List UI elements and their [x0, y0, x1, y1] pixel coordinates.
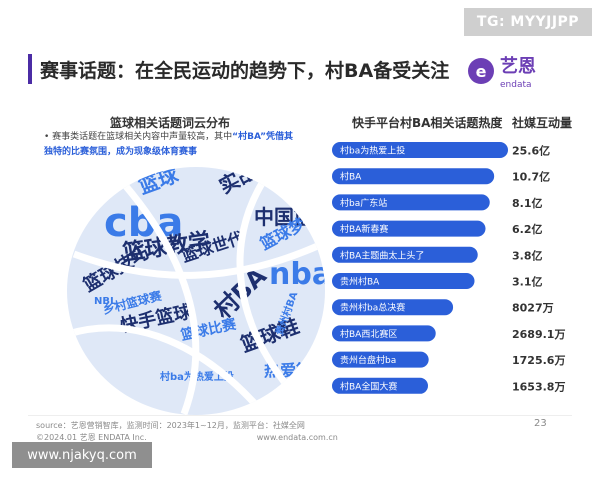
bar-value-label: 8027万: [512, 302, 554, 315]
wordcloud-word: NBL: [94, 296, 117, 307]
bar: [332, 194, 490, 211]
logo-en: endata: [500, 80, 532, 90]
chart-title: 快手平台村BA相关话题热度: [352, 116, 503, 130]
footer-copyright: ©2024.01 艺恩 ENDATA Inc. www.endata.com.cn: [36, 432, 338, 443]
bar: [332, 168, 495, 185]
bar-category-label: 村ba广东站: [340, 197, 387, 209]
bar: [332, 246, 478, 263]
bar-value-label: 3.1亿: [512, 275, 543, 289]
bar: [332, 325, 436, 342]
bar-category-label: 村BA全国大赛: [340, 380, 397, 392]
bar-value-label: 2689.1万: [512, 328, 565, 341]
footer-source: source：艺恩营销智库，监测时间：2023年1~12月，监测平台：社媒全网: [36, 421, 305, 430]
bar-value-label: 1653.8万: [512, 380, 565, 393]
copyright-text: ©2024.01 艺恩 ENDATA Inc.: [36, 433, 147, 442]
bar-category-label: 村BA: [340, 171, 362, 183]
chart-value-header: 社媒互动量: [512, 116, 573, 130]
bar-value-label: 3.8亿: [512, 248, 543, 262]
bar-category-label: 贵州村BA: [340, 276, 380, 288]
title-accent-bar: [28, 54, 32, 84]
bar-value-label: 6.2亿: [512, 222, 543, 236]
bar-category-label: 村ba为热爱上投: [340, 145, 405, 157]
bar-category-label: 贵州村ba总决赛: [340, 302, 405, 314]
wordcloud-title: 篮球相关话题词云分布: [110, 116, 231, 130]
site-text: www.endata.com.cn: [256, 433, 338, 442]
wordcloud-note-highlight: “村BA”凭借其独特的比赛氛围，成为现象级体育赛事: [44, 132, 294, 157]
ball-background: [67, 167, 325, 415]
logo-mark-icon: e: [468, 58, 494, 84]
page-number: 23: [534, 418, 547, 429]
ball-seams: [67, 178, 324, 415]
bar-category-label: 村BA主题曲太上头了: [340, 249, 424, 261]
bar: [332, 142, 508, 158]
wordcloud-note: • 赛事类话题在篮球相关内容中声量较高，其中“村BA”凭借其独特的比赛氛围，成为…: [44, 130, 294, 160]
bar-value-label: 25.6亿: [512, 144, 550, 158]
watermark-bottom: www.njakyq.com: [12, 442, 152, 468]
bar-category-label: 村BA新春赛: [340, 223, 388, 235]
basketball-wordcloud: 篮球 实战篮球cba篮球教学中国篮球篮球梦篮球世代篮球技巧乡村篮球赛nba快手篮球…: [67, 167, 325, 415]
wordcloud-note-text: • 赛事类话题在篮球相关内容中声量较高，其中: [44, 132, 233, 142]
bar: [332, 299, 454, 316]
bar: [332, 377, 428, 394]
bar: [332, 273, 475, 289]
bar-category-label: 村BA西北赛区: [340, 328, 397, 340]
footer-divider: [28, 415, 572, 416]
bar: [332, 220, 486, 237]
endata-logo: e 艺恩 endata: [468, 52, 536, 90]
watermark-top: TG: MYYJJPP: [464, 8, 592, 36]
bar-value-label: 10.7亿: [512, 170, 550, 184]
bar-value-label: 1725.6万: [512, 354, 565, 367]
bar-category-label: 贵州台盘村ba: [340, 354, 396, 366]
bar-value-label: 8.1亿: [512, 196, 543, 210]
page-title: 赛事话题：在全民运动的趋势下，村BA备受关注: [40, 60, 450, 82]
logo-cn: 艺恩: [500, 56, 536, 77]
bar: [332, 351, 429, 368]
